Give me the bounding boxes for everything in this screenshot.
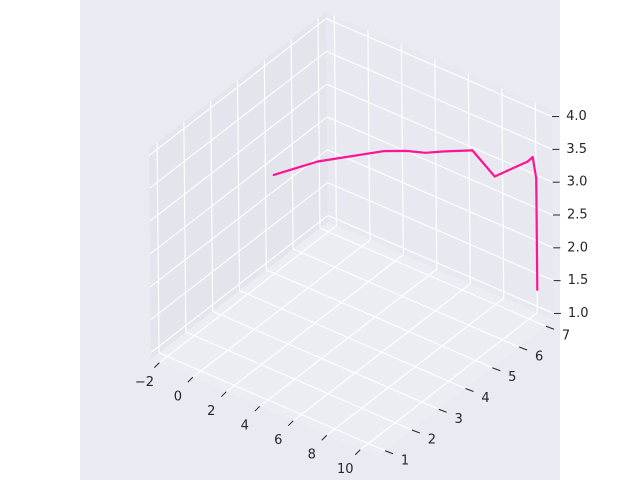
gridline-z-left (148, 18, 327, 156)
x-tick-label: 4 (241, 419, 249, 434)
y-tick-mark (465, 388, 474, 392)
z-tick-label: 1.5 (568, 273, 589, 288)
gridline-z-left (149, 116, 328, 255)
x-tick-mark (187, 376, 194, 383)
gridline-y-floor (239, 289, 466, 390)
series-line-1 (272, 149, 539, 291)
gridline-y-floor (212, 310, 439, 410)
gridline-y-floor (292, 248, 520, 348)
x-tick-label: 10 (337, 462, 354, 477)
y-tick-label: 7 (562, 329, 570, 344)
x-tick-mark (354, 449, 361, 456)
gridline-z-left (150, 215, 329, 353)
y-tick-mark (492, 367, 501, 372)
x-tick-label: 2 (207, 404, 215, 419)
z-tick-label: 1.0 (568, 306, 589, 321)
gridline-z-back (325, 18, 553, 118)
y-tick-mark (438, 408, 447, 413)
x-tick-label: −2 (135, 375, 154, 390)
x-tick-label: 6 (274, 433, 282, 448)
y-tick-label: 4 (481, 391, 489, 406)
x-tick-mark (287, 420, 294, 427)
grid-lines (148, 15, 555, 452)
x-tick-mark (254, 405, 261, 412)
gridline-y-floor (266, 269, 493, 369)
gridline-z-back (327, 214, 555, 314)
gridline-z-back (326, 83, 553, 183)
gridline-z-left (149, 83, 328, 222)
x-tick-label: 0 (174, 390, 182, 405)
y-tick-label: 2 (428, 433, 436, 448)
z-tick-label: 3.5 (566, 142, 587, 157)
y-tick-label: 1 (401, 453, 409, 468)
y-tick-label: 5 (508, 370, 516, 385)
gridline-y-floor (158, 352, 386, 452)
gridline-z-back (326, 116, 554, 216)
gridline-z-left (150, 182, 328, 321)
y-tick-mark (518, 346, 528, 351)
y-tick-label: 3 (455, 412, 463, 427)
gridline-z-back (327, 149, 554, 249)
y-tick-mark (384, 450, 394, 455)
z-tick-label: 2.0 (567, 240, 588, 255)
z-tick-label: 3.0 (567, 175, 588, 190)
y-tick-mark (545, 325, 555, 330)
x-tick-mark (154, 362, 160, 368)
x-tick-label: 8 (308, 448, 316, 463)
y-tick-mark (411, 429, 421, 434)
gridline-z-back (326, 50, 553, 150)
x-tick-mark (220, 391, 227, 398)
gridline-z-back (327, 182, 554, 282)
gridline-y-floor (319, 227, 547, 327)
gridline-y-floor (185, 331, 413, 431)
z-tick-label: 2.5 (567, 208, 588, 223)
y-tick-label: 6 (535, 350, 543, 365)
gridline-z-left (149, 50, 327, 189)
gridline-z-left (149, 149, 328, 288)
data-series (272, 149, 539, 291)
x-tick-mark (321, 434, 328, 441)
tick-marks (154, 116, 561, 456)
z-tick-label: 4.0 (566, 109, 587, 124)
